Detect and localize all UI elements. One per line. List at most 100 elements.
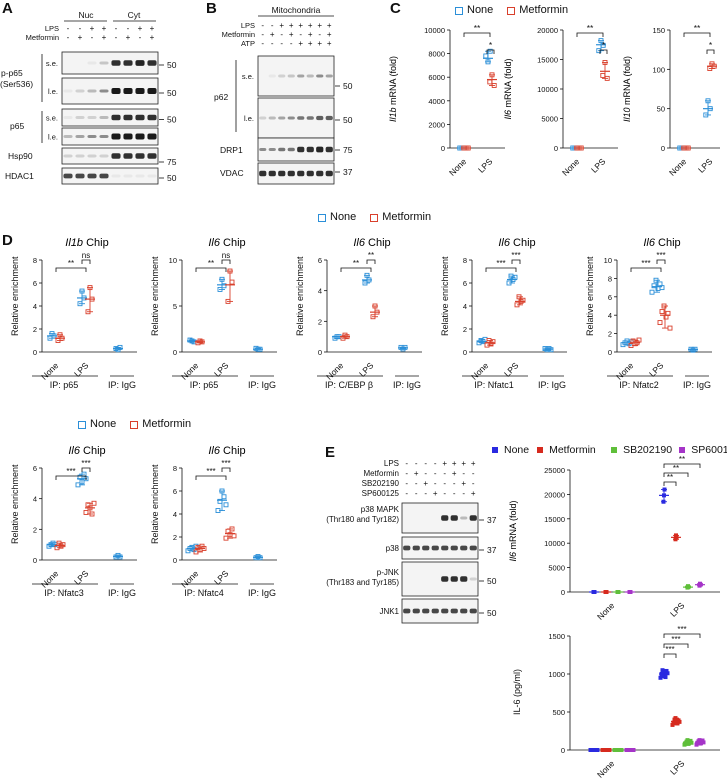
- molecular-weight-label: 75: [343, 145, 353, 155]
- blot-band: [306, 116, 314, 120]
- blot-band: [63, 154, 73, 158]
- y-axis-label-text: Il1b mRNA (fold): [388, 56, 398, 122]
- condition-sign: -: [434, 459, 437, 468]
- significance-label: ***: [66, 467, 75, 476]
- significance-bracket: [55, 267, 87, 272]
- condition-sign: -: [280, 39, 283, 48]
- x-category-label: None: [614, 360, 636, 382]
- condition-sign: -: [79, 24, 82, 33]
- data-point: [663, 675, 668, 680]
- significance-bracket: [656, 259, 666, 264]
- y-tick-label: 0: [554, 144, 558, 153]
- y-tick-label: 0: [33, 348, 37, 357]
- legend-entry: None: [504, 444, 530, 456]
- y-tick-label: 10: [169, 256, 177, 265]
- y-tick-label: 4: [33, 302, 37, 311]
- condition-sign: -: [472, 479, 475, 488]
- chart-title-gene: Il6: [208, 445, 223, 457]
- blot-band: [287, 116, 295, 120]
- data-point: [671, 720, 676, 725]
- y-tick-label: 10000: [424, 26, 445, 35]
- condition-sign: -: [415, 479, 418, 488]
- x-category-label: None: [595, 600, 617, 622]
- legend-marker: [455, 7, 463, 15]
- blot-band: [316, 115, 324, 121]
- y-tick-label: 5: [173, 302, 177, 311]
- condition-sign: -: [405, 489, 408, 498]
- y-tick-label: 6: [318, 256, 322, 265]
- molecular-weight-label: 50: [487, 608, 497, 618]
- y-tick-label: 15000: [537, 56, 558, 65]
- significance-label: ***: [671, 635, 680, 644]
- condition-sign: +: [442, 459, 447, 468]
- significance-label: **: [694, 23, 701, 33]
- condition-sign: +: [461, 479, 466, 488]
- y-tick-label: 4: [608, 311, 612, 320]
- condition-sign: +: [461, 459, 466, 468]
- blot-band: [469, 608, 477, 614]
- condition-sign: +: [414, 469, 419, 478]
- significance-bracket: [663, 643, 689, 648]
- blot-name-p-p65: p-p65: [1, 68, 23, 78]
- panel-b-western-blot: Mitochondria LPS - - + + + + + + Metformin - + - + - + - +…: [200, 0, 370, 185]
- significance-bracket: [663, 481, 677, 486]
- panel-a-western-blot: Nuc Cyt LPS - - + + - - + + Metformin - + - + - + - + s.e. 50…: [0, 0, 185, 185]
- blot-band: [306, 146, 314, 153]
- significance-label: *: [602, 40, 606, 50]
- condition-row-label: ATP: [241, 39, 255, 48]
- blot-band: [99, 61, 109, 65]
- y-tick-label: 8: [173, 464, 177, 473]
- blot-strip: [257, 137, 335, 162]
- significance-bracket: [486, 49, 495, 54]
- significance-bracket: [221, 467, 231, 472]
- ip-label: IP: p65: [50, 380, 79, 390]
- molecular-weight-label: 37: [487, 515, 497, 525]
- blot-band: [268, 116, 276, 120]
- molecular-weight-label: 37: [487, 545, 497, 555]
- condition-sign: +: [327, 39, 332, 48]
- chart-title-gene: Il6: [208, 237, 223, 249]
- condition-sign: -: [415, 489, 418, 498]
- chart-title-text: Chip: [223, 445, 246, 457]
- y-tick-label: 0: [441, 144, 445, 153]
- significance-bracket: [55, 475, 87, 480]
- exposure-label: s.e.: [242, 72, 254, 81]
- blot-band: [278, 74, 286, 78]
- blot-band: [99, 116, 109, 119]
- chart-title-gene: Il6: [498, 237, 513, 249]
- blot-band: [325, 115, 333, 121]
- blot-band: [259, 170, 267, 177]
- condition-sign: -: [261, 39, 264, 48]
- legend-marker: [78, 421, 86, 429]
- blot-strip: [61, 51, 159, 75]
- legend-marker: [130, 421, 139, 429]
- condition-sign: -: [67, 24, 70, 33]
- blot-band: [403, 545, 411, 551]
- condition-sign: +: [452, 469, 457, 478]
- blot-band: [147, 60, 157, 66]
- blot-strip: [61, 108, 159, 127]
- data-point: [665, 671, 670, 676]
- y-tick-label: 8: [463, 256, 467, 265]
- condition-sign: -: [271, 21, 274, 30]
- exposure-label: s.e.: [46, 59, 58, 68]
- significance-label: **: [368, 251, 374, 260]
- data-point: [487, 79, 493, 85]
- y-axis-label: Relative enrichment: [150, 256, 160, 336]
- y-axis-label: Il10 mRNA (fold): [622, 56, 632, 122]
- exposure-label: s.e.: [46, 114, 58, 123]
- data-point: [649, 289, 655, 295]
- blot-band: [259, 148, 267, 151]
- y-tick-label: 4: [33, 495, 37, 504]
- exposure-label: l.e.: [48, 87, 58, 96]
- condition-sign: -: [405, 479, 408, 488]
- significance-label: *: [489, 40, 493, 50]
- ip-label: IP: C/EBP β: [325, 380, 373, 390]
- condition-sign: +: [327, 21, 332, 30]
- y-tick-label: 5000: [548, 564, 565, 573]
- blot-band: [268, 170, 276, 177]
- blot-name-p-jnk-site: (Thr183 and Tyr185): [326, 578, 399, 587]
- chart-title-text: Chip: [86, 237, 109, 249]
- gene-name: Il6: [508, 550, 518, 562]
